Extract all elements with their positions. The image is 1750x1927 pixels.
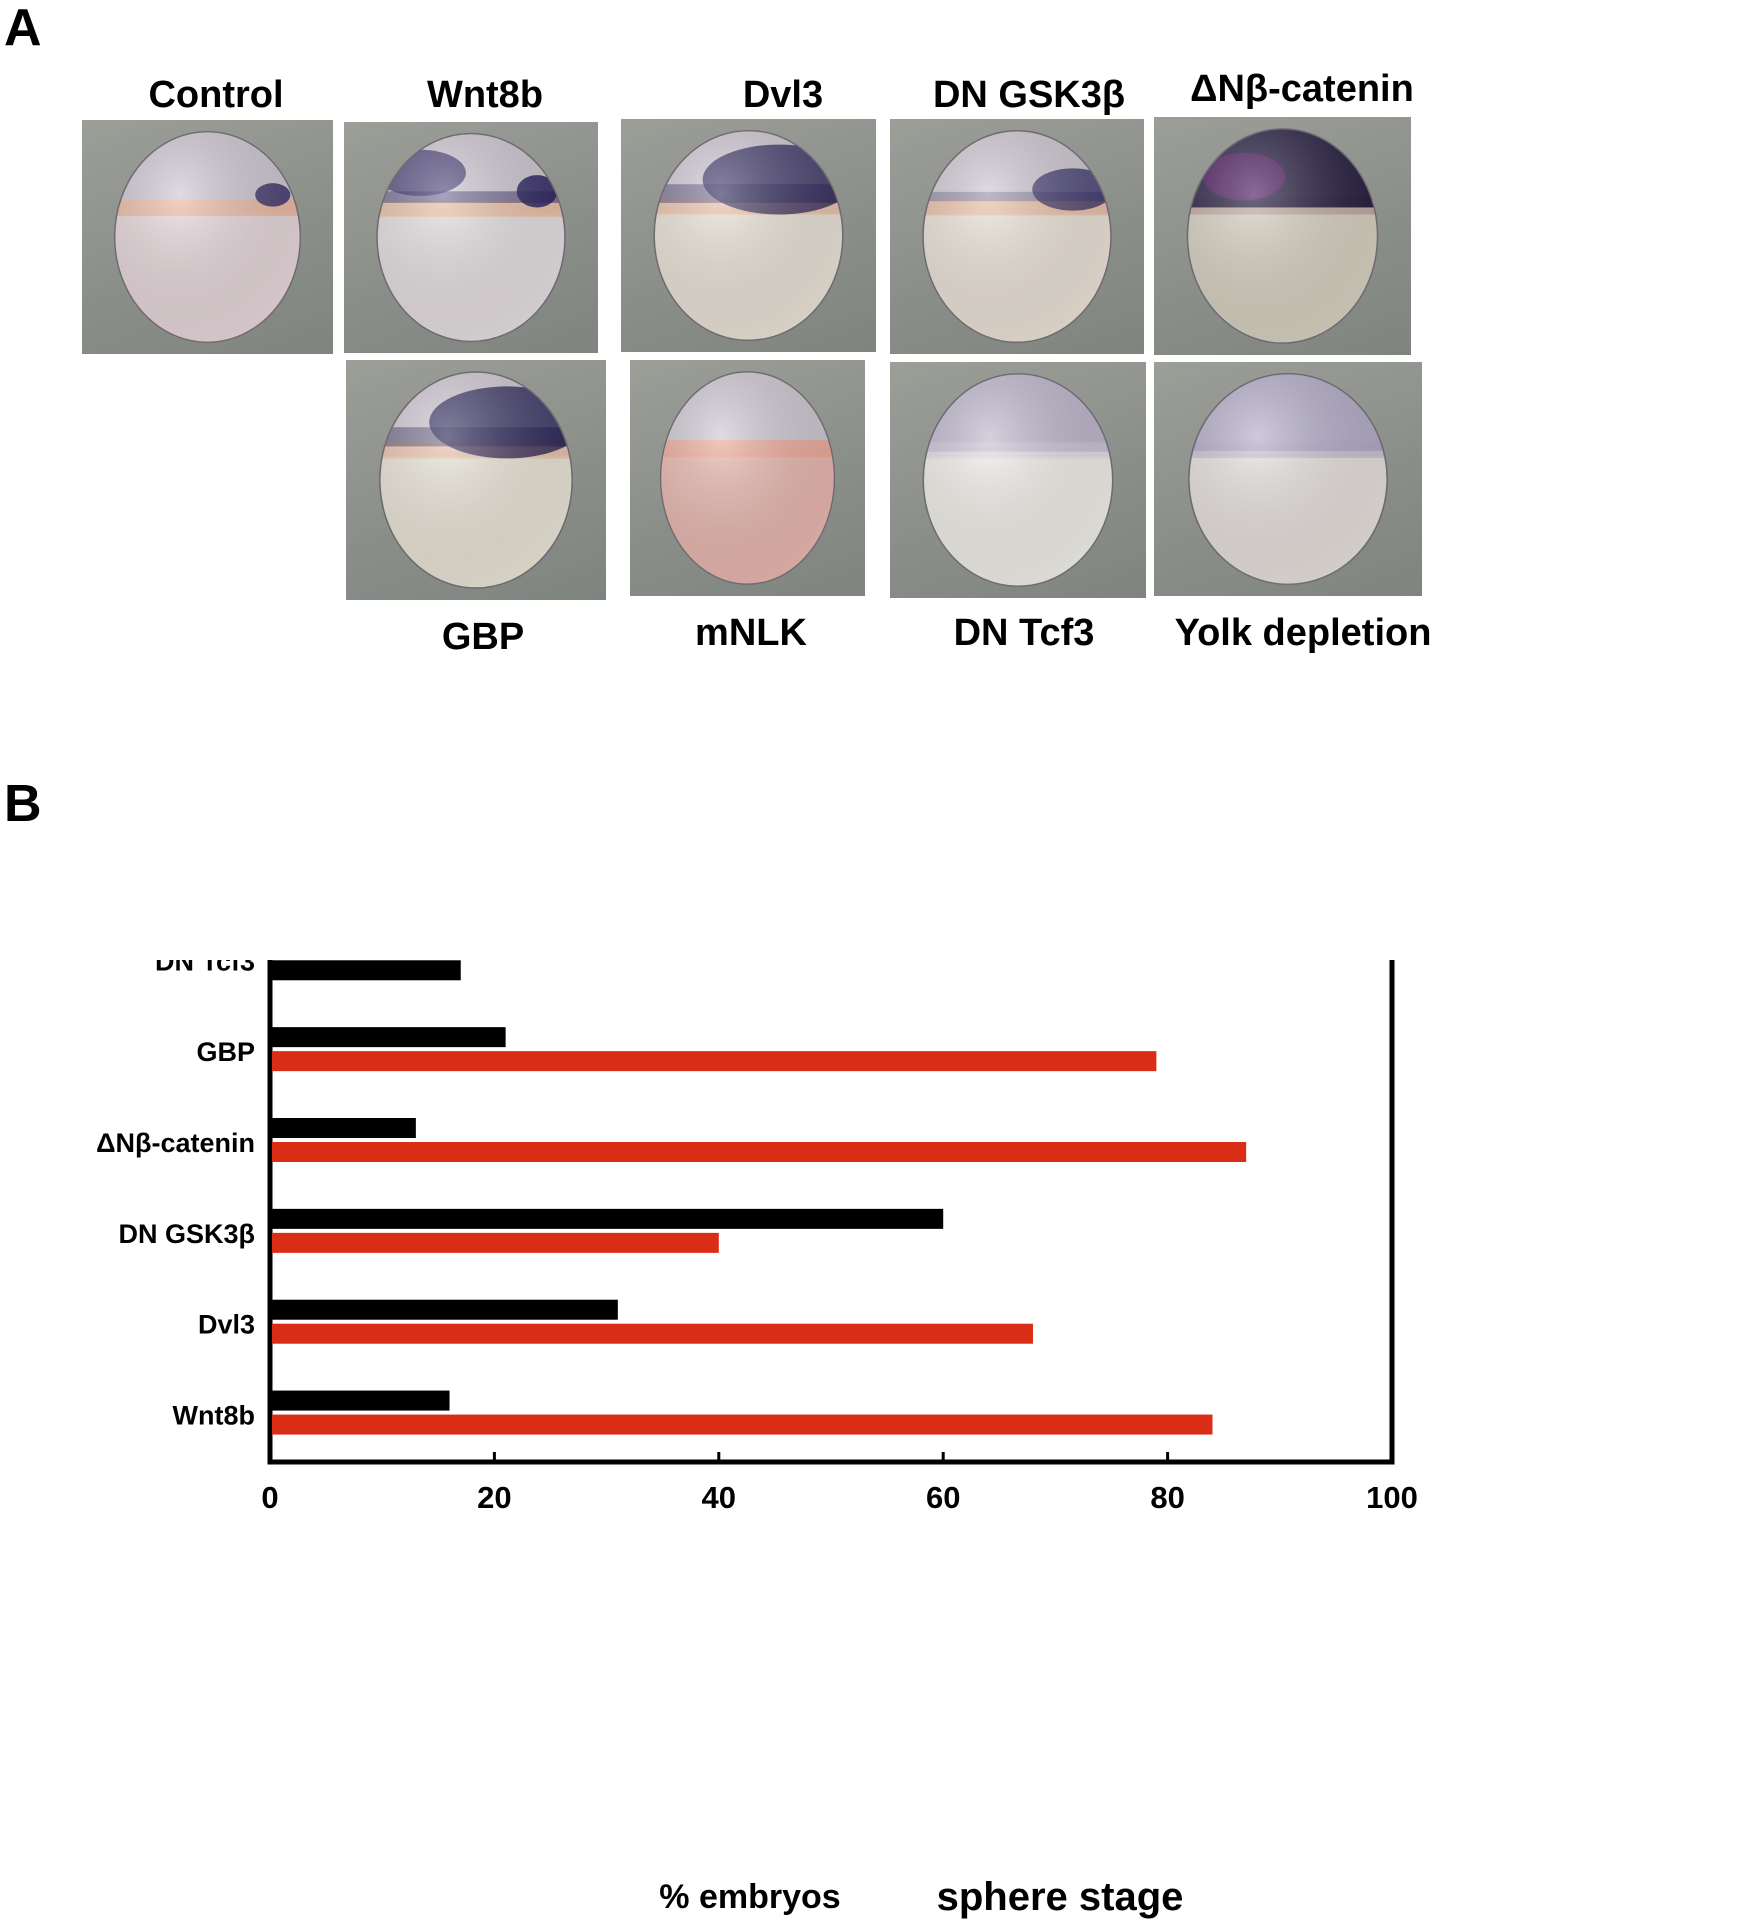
panel-a-letter: A <box>4 0 42 57</box>
bar-normal-3 <box>272 1118 416 1138</box>
bar-normal-6 <box>272 1390 450 1411</box>
x-tick-label: 100 <box>1366 1480 1418 1515</box>
embryo-label-control: Control <box>148 74 284 116</box>
bar-expanded-5 <box>272 1323 1033 1344</box>
bar-normal-4 <box>272 1208 944 1229</box>
embryo-photo-dn-b-catenin <box>1154 117 1411 355</box>
embryo-label-wnt8b: Wnt8b <box>426 74 544 116</box>
x-axis-label: % embryos <box>659 1878 840 1916</box>
chart-annotation: sphere stage <box>937 1875 1184 1919</box>
bar-normal-2 <box>272 1027 506 1048</box>
embryo-label-dn-b-catenin: ΔNβ-catenin <box>1190 68 1414 110</box>
x-tick-label: 40 <box>702 1480 736 1515</box>
category-label: DN Tcf3 <box>155 960 255 976</box>
bar-normal-1 <box>272 960 461 981</box>
x-tick-label: 60 <box>926 1480 960 1515</box>
embryo-label-mnlk: mNLK <box>695 612 807 654</box>
bar-normal-5 <box>272 1299 618 1320</box>
embryo-label-dn-tcf3: DN Tcf3 <box>953 612 1095 654</box>
category-label: ΔNβ-catenin <box>96 1128 255 1158</box>
x-tick-label: 80 <box>1150 1480 1184 1515</box>
embryo-photo-wnt8b <box>344 122 598 353</box>
embryo-photo-control <box>82 120 333 354</box>
bar-expanded-3 <box>272 1142 1247 1162</box>
embryo-label-dvl3: Dvl3 <box>742 74 824 116</box>
embryo-photo-dn-tcf3 <box>890 362 1146 598</box>
embryo-photo-dvl3 <box>621 119 876 352</box>
bar-expanded-2 <box>272 1051 1157 1072</box>
embryo-label-dn-gsk3b: DN GSK3β <box>932 74 1126 116</box>
embryo-label-yolk-depletion: Yolk depletion <box>1174 612 1432 654</box>
plot-frame <box>267 960 1395 1465</box>
bar-expanded-4 <box>272 1232 719 1253</box>
category-label: Wnt8b <box>173 1401 255 1431</box>
x-tick-label: 20 <box>477 1480 511 1515</box>
embryo-photo-gbp <box>346 360 606 600</box>
bar-expanded-6 <box>272 1414 1213 1435</box>
embryo-photo-yolk-depletion <box>1154 362 1422 596</box>
embryo-label-gbp: GBP <box>441 616 525 658</box>
category-label: GBP <box>196 1037 255 1067</box>
x-tick-label: 0 <box>261 1480 278 1515</box>
embryo-photo-dn-gsk3b <box>890 119 1144 354</box>
category-label: Dvl3 <box>198 1310 255 1340</box>
category-label: DN GSK3β <box>118 1219 255 1249</box>
panel-b-letter: B <box>4 775 42 833</box>
embryo-photo-mnlk <box>630 360 865 596</box>
